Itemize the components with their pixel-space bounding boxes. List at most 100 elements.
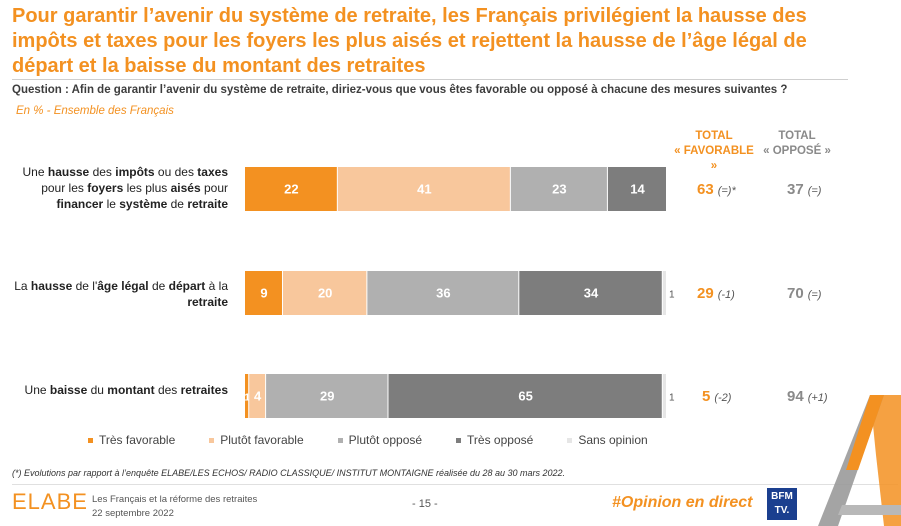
stacked-bar-chart: 22 41 23 149 20 36 34 11 4 29 65 1 <box>244 167 675 418</box>
footer-divider <box>12 484 898 485</box>
total-oppose-header: TOTAL « OPPOSÉ » <box>758 129 836 159</box>
bar-segment <box>266 374 388 418</box>
total-favorable-header-line1: TOTAL <box>695 130 733 142</box>
row-label-segment: du <box>87 383 108 397</box>
row-label-segment: retraite <box>187 295 228 309</box>
total-oppose-header-line1: TOTAL <box>778 130 816 142</box>
legend-label: Très favorable <box>99 433 176 447</box>
row-label-segment: des <box>89 165 116 179</box>
row-label-segment: départ <box>168 279 206 293</box>
row-label-segment: foyers <box>87 181 124 195</box>
evolution-favorable: (=)* <box>717 185 736 197</box>
bar-value-label: 4 <box>254 389 262 404</box>
bar-segment <box>388 374 662 418</box>
evolution-oppose: (=) <box>807 185 822 197</box>
bar-segment <box>282 271 367 315</box>
total-favorable-header: TOTAL « FAVORABLE » <box>670 129 758 174</box>
bar-value-label: 20 <box>318 286 332 301</box>
legend-label: Sans opinion <box>578 433 648 447</box>
total-oppose-value: 70 <box>787 285 804 302</box>
row-label-segment: aisés <box>170 181 201 195</box>
legend-label: Plutôt favorable <box>220 433 304 447</box>
bar-value-label: 1 <box>669 393 675 404</box>
study-title: Les Français et la réforme des retraites <box>92 494 258 505</box>
row-label-age-legal: La hausse de l'âge légal de départ à la … <box>12 278 228 310</box>
row-label-segment: montant <box>107 383 155 397</box>
legend-item: Plutôt favorable <box>209 433 304 447</box>
bar-segment <box>510 167 607 211</box>
legend-item: Très favorable <box>88 433 175 447</box>
total-oppose-value: 94 <box>787 388 804 405</box>
row-label-segment: hausse <box>47 165 90 179</box>
total-oppose-header-line2: « OPPOSÉ » <box>763 145 831 157</box>
study-date: 22 septembre 2022 <box>92 508 174 519</box>
elabe-logo: ELABE <box>12 489 88 514</box>
legend-item: Très opposé <box>456 433 533 447</box>
elabe-a-decoration <box>818 395 901 526</box>
bar-value-label: 23 <box>552 182 566 197</box>
legend-swatch <box>88 437 93 443</box>
row-label-segment: pour <box>200 181 228 195</box>
evolution-oppose: (=) <box>807 289 822 301</box>
row-label-segment: Une <box>24 383 50 397</box>
footnote: (*) Evolutions par rapport à l’enquête E… <box>12 468 566 478</box>
legend-swatch <box>456 437 462 443</box>
total-oppose-value: 37 <box>787 181 804 198</box>
bar-value-label: 1 <box>244 393 250 404</box>
title-divider <box>12 79 848 80</box>
evolution-oppose: (+1) <box>807 392 828 404</box>
row-label-segment: âge légal <box>97 279 149 293</box>
row-label-baisse-montant: Une baisse du montant des retraites <box>12 382 228 398</box>
bfmtv-logo: BFM TV. <box>767 488 797 520</box>
row-label-segment: les plus <box>123 181 171 195</box>
legend-item: Sans opinion <box>567 433 648 447</box>
study-info: Les Français et la réforme des retraites… <box>92 493 257 521</box>
bar-segment <box>607 167 666 211</box>
row-label-segment: baisse <box>49 383 88 397</box>
row-label-segment: taxes <box>197 165 228 179</box>
opinion-hashtag: #Opinion en direct <box>612 494 753 511</box>
bfm-logo-line1: BFM <box>771 491 793 502</box>
row-label-segment: de l' <box>72 279 98 293</box>
row-label-segment: Une <box>22 165 48 179</box>
page-number: - 15 - <box>412 498 438 510</box>
legend-swatch <box>567 437 573 443</box>
row-label-segment: des <box>154 383 181 397</box>
bar-segment <box>662 374 666 418</box>
bar-value-label: 14 <box>630 182 645 197</box>
total-oppose-row3: 94 (+1) <box>787 388 828 405</box>
total-oppose-row1: 37 (=) <box>787 181 821 198</box>
legend-label: Très opposé <box>467 433 534 447</box>
bfm-logo-line2: TV. <box>774 505 790 516</box>
chart-legend: Très favorable Plutôt favorable Plutôt opp… <box>88 433 682 447</box>
row-label-segment: le <box>103 197 120 211</box>
total-favorable-value: 5 <box>702 388 711 405</box>
page-title: Pour garantir l’avenir du système de ret… <box>12 5 807 77</box>
total-favorable-row3: 5 (-2) <box>702 388 731 405</box>
bar-segment <box>245 271 282 315</box>
bar-value-label: 1 <box>669 290 675 301</box>
row-label-segment: retraites <box>180 383 228 397</box>
bar-value-label: 41 <box>417 182 431 197</box>
row-label-segment: de <box>167 197 188 211</box>
row-label-segment: impôts <box>115 165 155 179</box>
legend-item: Plutôt opposé <box>337 433 422 447</box>
bar-value-label: 22 <box>284 182 298 197</box>
bar-value-label: 36 <box>436 286 450 301</box>
population-subtitle: En % - Ensemble des Français <box>16 105 174 117</box>
total-favorable-header-line2: « FAVORABLE » <box>674 145 754 172</box>
row-label-segment: ou des <box>154 165 198 179</box>
row-label-segment: hausse <box>30 279 73 293</box>
row-label-segment: La <box>14 279 31 293</box>
bar-value-label: 65 <box>518 389 532 404</box>
bar-value-label: 34 <box>584 286 599 301</box>
total-favorable-value: 29 <box>697 285 714 302</box>
row-label-impots: Une hausse des impôts ou des taxes pour … <box>12 164 228 212</box>
evolution-favorable: (-1) <box>717 289 735 301</box>
bar-segment <box>519 271 662 315</box>
question-text: Question : Afin de garantir l’avenir du … <box>12 84 788 96</box>
row-label-segment: pour les <box>41 181 88 195</box>
bar-value-label: 29 <box>320 389 334 404</box>
bar-segment <box>367 271 519 315</box>
evolution-favorable: (-2) <box>714 392 732 404</box>
